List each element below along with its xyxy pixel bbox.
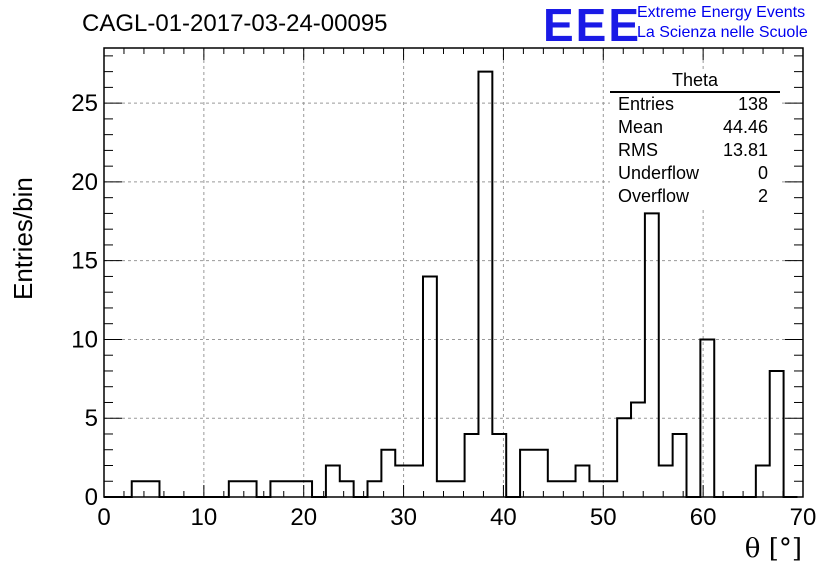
x-tick-label: 50 bbox=[590, 504, 617, 531]
stats-row-mean: Mean 44.46 bbox=[610, 116, 780, 139]
stats-label: Mean bbox=[618, 117, 664, 137]
stats-value: 2 bbox=[757, 186, 768, 206]
stats-box: Theta Entries 138 Mean 44.46 RMS 13.81 U… bbox=[610, 70, 780, 208]
histogram-bin bbox=[298, 481, 312, 497]
histogram-bin bbox=[770, 371, 784, 497]
histogram-bin bbox=[243, 481, 257, 497]
histogram-bin bbox=[368, 481, 382, 497]
histogram-bin bbox=[146, 481, 160, 497]
histogram-bin bbox=[478, 72, 492, 497]
stats-label: Entries bbox=[618, 94, 675, 114]
stats-row-overflow: Overflow 2 bbox=[610, 185, 780, 208]
y-tick-label: 5 bbox=[85, 405, 98, 432]
histogram-bin bbox=[534, 450, 548, 497]
stats-row-entries: Entries 138 bbox=[610, 93, 780, 116]
x-tick-label: 20 bbox=[290, 504, 317, 531]
histogram-bin bbox=[451, 481, 465, 497]
histogram-bin bbox=[284, 481, 298, 497]
y-tick-label: 20 bbox=[71, 169, 98, 196]
stats-label: Underflow bbox=[618, 163, 700, 183]
plot-frame bbox=[103, 47, 804, 498]
y-tick-label: 15 bbox=[71, 248, 98, 275]
run-title: CAGL-01-2017-03-24-00095 bbox=[82, 10, 388, 37]
x-tick-label: 10 bbox=[191, 504, 218, 531]
x-tick-label: 0 bbox=[97, 504, 110, 531]
logo-caption-line2: La Scienza nelle Scuole bbox=[637, 24, 808, 41]
histogram-bin bbox=[673, 434, 687, 497]
histogram-bin bbox=[603, 481, 617, 497]
histogram-bin bbox=[576, 465, 590, 497]
histogram-bin bbox=[645, 213, 659, 497]
stats-value: 138 bbox=[737, 94, 768, 114]
eee-logo: EEE bbox=[543, 0, 642, 51]
logo-caption: Extreme Energy Events La Scienza nelle S… bbox=[637, 3, 808, 43]
x-tick-label: 70 bbox=[790, 504, 817, 531]
histogram-bin bbox=[659, 465, 673, 497]
stats-value: 0 bbox=[757, 163, 768, 183]
y-tick-label: 0 bbox=[85, 484, 98, 511]
histogram-bin bbox=[548, 481, 562, 497]
stats-value: 44.46 bbox=[722, 117, 768, 137]
histogram-bin bbox=[423, 276, 437, 497]
stats-label: Overflow bbox=[618, 186, 690, 206]
histogram-series bbox=[104, 70, 798, 498]
stats-row-underflow: Underflow 0 bbox=[610, 162, 780, 185]
y-tick-label: 25 bbox=[71, 90, 98, 117]
histogram-bin bbox=[617, 418, 631, 497]
histogram-bin bbox=[589, 481, 603, 497]
histogram-bin bbox=[395, 465, 409, 497]
stats-row-rms: RMS 13.81 bbox=[610, 139, 780, 162]
x-tick-label: 30 bbox=[390, 504, 417, 531]
histogram-bin bbox=[381, 450, 395, 497]
stats-title: Theta bbox=[610, 70, 780, 93]
stats-label: RMS bbox=[618, 140, 658, 160]
x-axis-label: θ [°] bbox=[744, 534, 802, 564]
y-tick-label: 10 bbox=[71, 326, 98, 353]
stats-value: 13.81 bbox=[722, 140, 768, 160]
histogram-bin bbox=[520, 450, 534, 497]
histogram-bin bbox=[409, 465, 423, 497]
x-tick-label: 40 bbox=[490, 504, 517, 531]
histogram-bin bbox=[229, 481, 243, 497]
histogram-bin bbox=[340, 481, 354, 497]
y-axis-label: Entries/bin bbox=[8, 177, 38, 300]
histogram-bin bbox=[492, 434, 506, 497]
logo-caption-line1: Extreme Energy Events bbox=[637, 4, 806, 21]
histogram-outline bbox=[104, 70, 798, 498]
histogram-bin bbox=[270, 481, 284, 497]
histogram-bin bbox=[631, 402, 645, 497]
histogram-bin bbox=[465, 434, 479, 497]
x-tick-label: 60 bbox=[690, 504, 717, 531]
histogram-bin bbox=[326, 465, 340, 497]
